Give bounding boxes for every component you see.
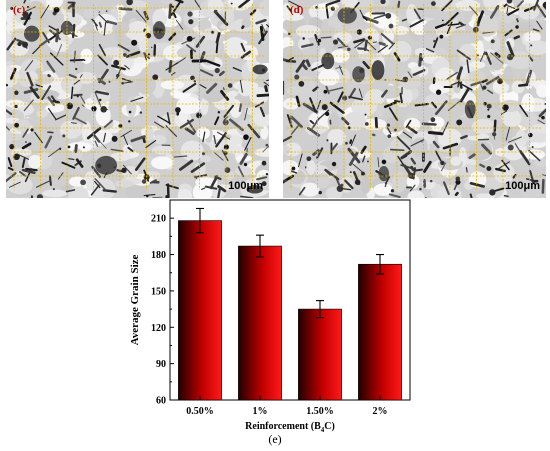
error-bar-2: [256, 234, 264, 258]
y-tick-label: 210: [151, 214, 166, 225]
micrograph-d: (d) 100μm: [283, 0, 546, 198]
bar-3: [298, 308, 342, 401]
micrograph-d-image: [283, 0, 546, 198]
x-axis-label: Reinforcement (B4C): [245, 421, 335, 432]
figure-caption: (e): [268, 432, 282, 446]
scale-bar-label-c: 100μm: [228, 180, 263, 192]
bar-1: [178, 220, 222, 401]
x-tick-label: 1.50%: [306, 406, 334, 417]
panel-label-c: (c): [13, 4, 26, 16]
x-tick-label: 2%: [373, 406, 388, 417]
bar-4: [358, 263, 402, 401]
y-axis-label: Average Grain Size: [129, 254, 141, 345]
panel-label-d: (d): [290, 4, 304, 16]
micrograph-c-image: [6, 0, 269, 198]
plot-frame: [169, 199, 411, 401]
micrograph-c: (c) 100μm: [6, 0, 269, 198]
grain-size-bar-chart: 60 90 120 150 180 210 0.50% 1% 1.50% 2% Average Gr…: [129, 199, 411, 432]
y-tick-label: 60: [156, 396, 166, 407]
scale-bar-label-d: 100μm: [505, 180, 540, 192]
y-tick-label: 150: [151, 286, 166, 297]
y-tick-label: 180: [151, 250, 166, 261]
bar-2: [238, 245, 282, 401]
error-bar-1: [196, 207, 204, 234]
y-tick-label: 90: [156, 359, 166, 370]
x-tick-label: 1%: [253, 406, 268, 417]
error-bar-3: [316, 300, 324, 319]
x-tick-label: 0.50%: [186, 406, 214, 417]
error-bar-4: [376, 253, 384, 275]
y-tick-label: 120: [151, 323, 166, 334]
